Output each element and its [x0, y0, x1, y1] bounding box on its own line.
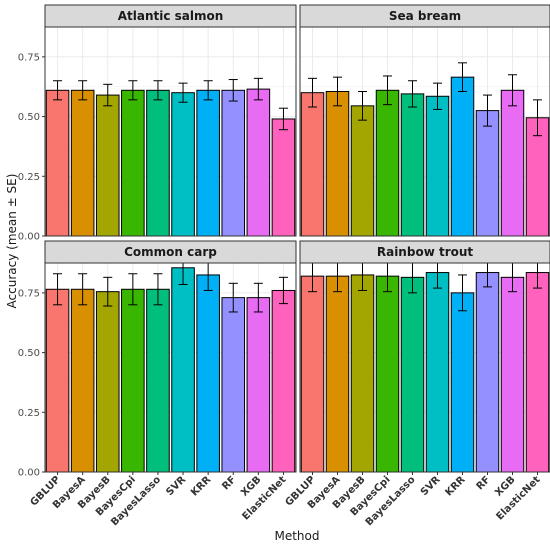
- y-tick-label: 0.75: [18, 288, 40, 299]
- bar-bayescpi: [375, 275, 400, 473]
- x-axis-title: Method: [274, 529, 319, 543]
- facet-title: Sea bream: [389, 9, 461, 23]
- facet-title: Common carp: [124, 245, 217, 259]
- facet-panel: Atlantic salmon 0.00 0.25 0.50 0.75: [18, 4, 297, 243]
- bar-bayescpi: [375, 89, 400, 237]
- bar-svr: [425, 272, 450, 473]
- y-tick-label: 0.25: [18, 172, 40, 183]
- bar-bayeslasso: [146, 288, 170, 473]
- bar-bayesb: [350, 274, 375, 473]
- bar-bayeslasso: [400, 276, 425, 473]
- y-tick-label: 0.25: [18, 408, 40, 419]
- bar-bayesa: [70, 89, 95, 237]
- bar-rf: [221, 297, 246, 473]
- bar-gblup: [45, 89, 70, 237]
- facet-panel: Common carp0.000.250.500.75GBLUPBayesABa…: [18, 240, 297, 528]
- y-tick-label: 0.50: [18, 112, 40, 123]
- bar-bayescpi: [121, 288, 145, 473]
- bar-svr: [171, 92, 195, 237]
- bar-gblup: [300, 275, 325, 473]
- bar-gblup: [45, 288, 70, 473]
- y-tick-label: 0.75: [18, 52, 40, 63]
- bar-svr: [425, 95, 450, 237]
- y-tick-label: 0.50: [18, 348, 40, 359]
- facet-panel: Rainbow troutGBLUPBayesABayesBBayesCpiBa…: [283, 240, 550, 528]
- y-tick-label: 0.00: [18, 468, 40, 479]
- bar-krr: [450, 292, 475, 473]
- facet-strip: [44, 4, 297, 28]
- bar-bayesa: [70, 288, 95, 473]
- bar-rf: [475, 110, 500, 237]
- bar-xgb: [246, 297, 271, 473]
- bar-rf: [221, 89, 246, 237]
- facet-strip: [44, 240, 297, 264]
- x-tick-label: RF: [220, 474, 238, 492]
- bar-bayesb: [350, 105, 375, 237]
- bar-elasticnet: [525, 272, 550, 473]
- x-tick-label: SVR: [164, 474, 188, 498]
- x-tick-label: SVR: [419, 474, 443, 498]
- bar-elasticnet: [271, 289, 296, 473]
- bar-xgb: [500, 89, 525, 237]
- x-tick-label: KRR: [189, 474, 213, 498]
- bar-bayesb: [95, 94, 120, 237]
- bar-gblup: [300, 92, 325, 237]
- bar-elasticnet: [271, 118, 296, 237]
- bar-xgb: [500, 276, 525, 473]
- facet-strip: [299, 4, 550, 28]
- bar-bayeslasso: [400, 93, 425, 237]
- facet-title: Atlantic salmon: [118, 9, 224, 23]
- bar-krr: [450, 76, 475, 237]
- bar-bayesb: [95, 291, 120, 473]
- bar-krr: [196, 89, 220, 237]
- facet-strip: [299, 240, 550, 264]
- bar-bayesa: [325, 90, 350, 237]
- facet-title: Rainbow trout: [377, 245, 474, 259]
- bar-rf: [475, 272, 500, 473]
- y-axis-title: Accuracy (mean ± SE): [5, 174, 19, 309]
- bar-krr: [196, 274, 220, 473]
- y-tick-label: 0.00: [18, 232, 40, 243]
- bar-svr: [171, 267, 195, 473]
- bar-bayesa: [325, 275, 350, 473]
- x-tick-label: RF: [475, 474, 493, 492]
- bar-xgb: [246, 88, 271, 237]
- facet-panel: Sea bream: [299, 4, 550, 237]
- bar-bayeslasso: [146, 89, 170, 237]
- bar-bayescpi: [121, 89, 145, 237]
- x-tick-label: KRR: [443, 474, 467, 498]
